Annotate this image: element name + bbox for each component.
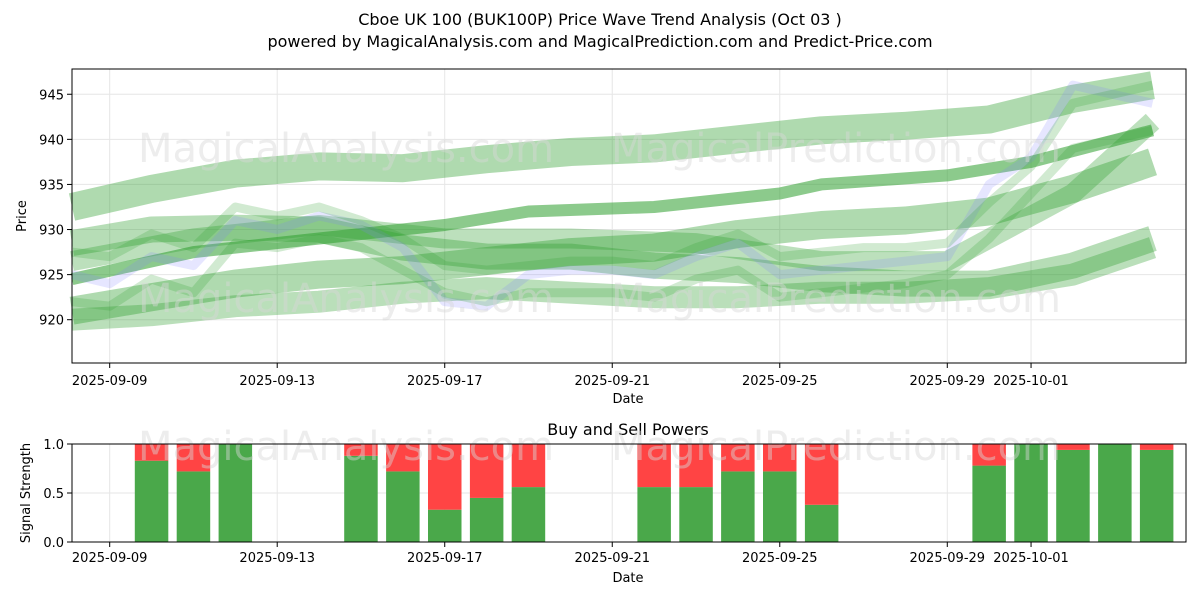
signal-y-tick-label: 0.5 (43, 487, 64, 502)
signal-x-tick-label: 2025-10-01 (993, 551, 1069, 566)
sell-power-bar (679, 444, 713, 488)
sell-power-bar (972, 444, 1006, 466)
price-axes: 2025-09-09 2025-09-13 2025-09-17 2025-09-21… (39, 88, 1069, 389)
signal-x-axis-label: Date (612, 571, 643, 586)
price-wave-band (69, 214, 1157, 297)
sell-power-bar (134, 444, 169, 461)
buy-power-bar (218, 444, 253, 542)
price-y-tick-label: 940 (39, 133, 64, 148)
price-watermarks: MagicalAnalysis.com MagicalPrediction.co… (138, 126, 1061, 322)
sell-power-bar (176, 444, 211, 472)
buy-power-bar (176, 471, 211, 542)
buy-power-bar (344, 455, 378, 542)
sell-power-bar (1139, 444, 1174, 450)
signal-x-tick-label: 2025-09-29 (910, 551, 986, 566)
watermark-text: MagicalAnalysis.com (138, 276, 554, 322)
price-wave-band (71, 80, 1154, 275)
signal-y-tick-label: 0.0 (43, 536, 64, 551)
buy-power-bar (679, 487, 713, 542)
price-y-axis-label: Price (15, 200, 30, 232)
price-wave-band (70, 113, 1160, 272)
buy-power-bar (511, 487, 546, 542)
sell-power-bar (637, 444, 671, 488)
sell-power-bar (386, 444, 420, 472)
price-wave-band (71, 237, 1157, 331)
buy-power-bar (1098, 444, 1132, 542)
signal-bars (134, 444, 1174, 542)
price-y-tick-label: 945 (39, 88, 64, 103)
price-x-tick-label: 2025-09-21 (574, 374, 650, 389)
sell-power-bar (511, 444, 546, 488)
buy-power-bar (428, 509, 462, 542)
buy-power-bar (386, 471, 420, 542)
price-y-tick-label: 920 (39, 314, 64, 329)
price-y-tick-label: 930 (39, 224, 64, 239)
buy-power-bar (1139, 449, 1174, 542)
buy-power-bar (637, 487, 671, 542)
price-y-tick-label: 935 (39, 178, 64, 193)
sell-power-bar (1056, 444, 1090, 450)
price-wave-band (69, 148, 1157, 325)
price-wave-bands (68, 71, 1160, 331)
signal-y-tick-label: 1.0 (43, 438, 64, 453)
price-wave-band (70, 124, 1155, 285)
buy-power-bar (972, 465, 1006, 542)
sell-power-bar (763, 444, 797, 472)
price-y-tick-label: 925 (39, 269, 64, 284)
chart-subtitle: powered by MagicalAnalysis.com and Magic… (267, 32, 932, 51)
chart-title: Cboe UK 100 (BUK100P) Price Wave Trend A… (358, 10, 842, 29)
buy-power-bar (1014, 444, 1048, 542)
price-wave-band (71, 125, 1154, 311)
signal-chart-title: Buy and Sell Powers (547, 420, 709, 439)
buy-power-bar (804, 504, 839, 542)
signal-x-tick-label: 2025-09-13 (239, 551, 315, 566)
signal-watermarks: MagicalAnalysis.com MagicalPrediction.co… (138, 424, 1061, 470)
watermark-text: MagicalPrediction.com (611, 126, 1061, 172)
signal-axes: 2025-09-09 2025-09-13 2025-09-17 2025-09-21… (43, 438, 1069, 566)
price-x-tick-label: 2025-09-09 (72, 374, 148, 389)
sell-power-bar (804, 444, 839, 505)
price-x-axis-label: Date (612, 392, 643, 407)
signal-y-axis-label: Signal Strength (19, 443, 34, 543)
buy-power-bar (469, 497, 504, 542)
price-wave-band (70, 80, 1154, 311)
buy-power-bar (1056, 449, 1090, 542)
sell-power-bar (469, 444, 504, 498)
watermark-text: MagicalPrediction.com (611, 276, 1061, 322)
price-x-tick-label: 2025-09-25 (742, 374, 818, 389)
signal-x-tick-label: 2025-09-09 (72, 551, 148, 566)
signal-x-tick-label: 2025-09-25 (742, 551, 818, 566)
price-x-tick-label: 2025-09-29 (910, 374, 986, 389)
price-x-tick-label: 2025-09-13 (239, 374, 315, 389)
sell-power-bar (721, 444, 755, 472)
signal-x-tick-label: 2025-09-21 (574, 551, 650, 566)
sell-power-bar (344, 444, 378, 456)
price-wave-band (68, 71, 1155, 221)
price-x-tick-label: 2025-09-17 (407, 374, 483, 389)
price-plot-frame (71, 68, 1187, 364)
watermark-text: MagicalPrediction.com (611, 424, 1061, 470)
watermark-text: MagicalAnalysis.com (138, 424, 554, 470)
buy-power-bar (134, 460, 169, 542)
watermark-text: MagicalAnalysis.com (138, 126, 554, 172)
buy-power-bar (721, 471, 755, 542)
price-x-tick-label: 2025-10-01 (993, 374, 1069, 389)
price-grid (72, 69, 1186, 363)
buy-power-bar (763, 471, 797, 542)
sell-power-bar (428, 444, 462, 510)
signal-x-tick-label: 2025-09-17 (407, 551, 483, 566)
